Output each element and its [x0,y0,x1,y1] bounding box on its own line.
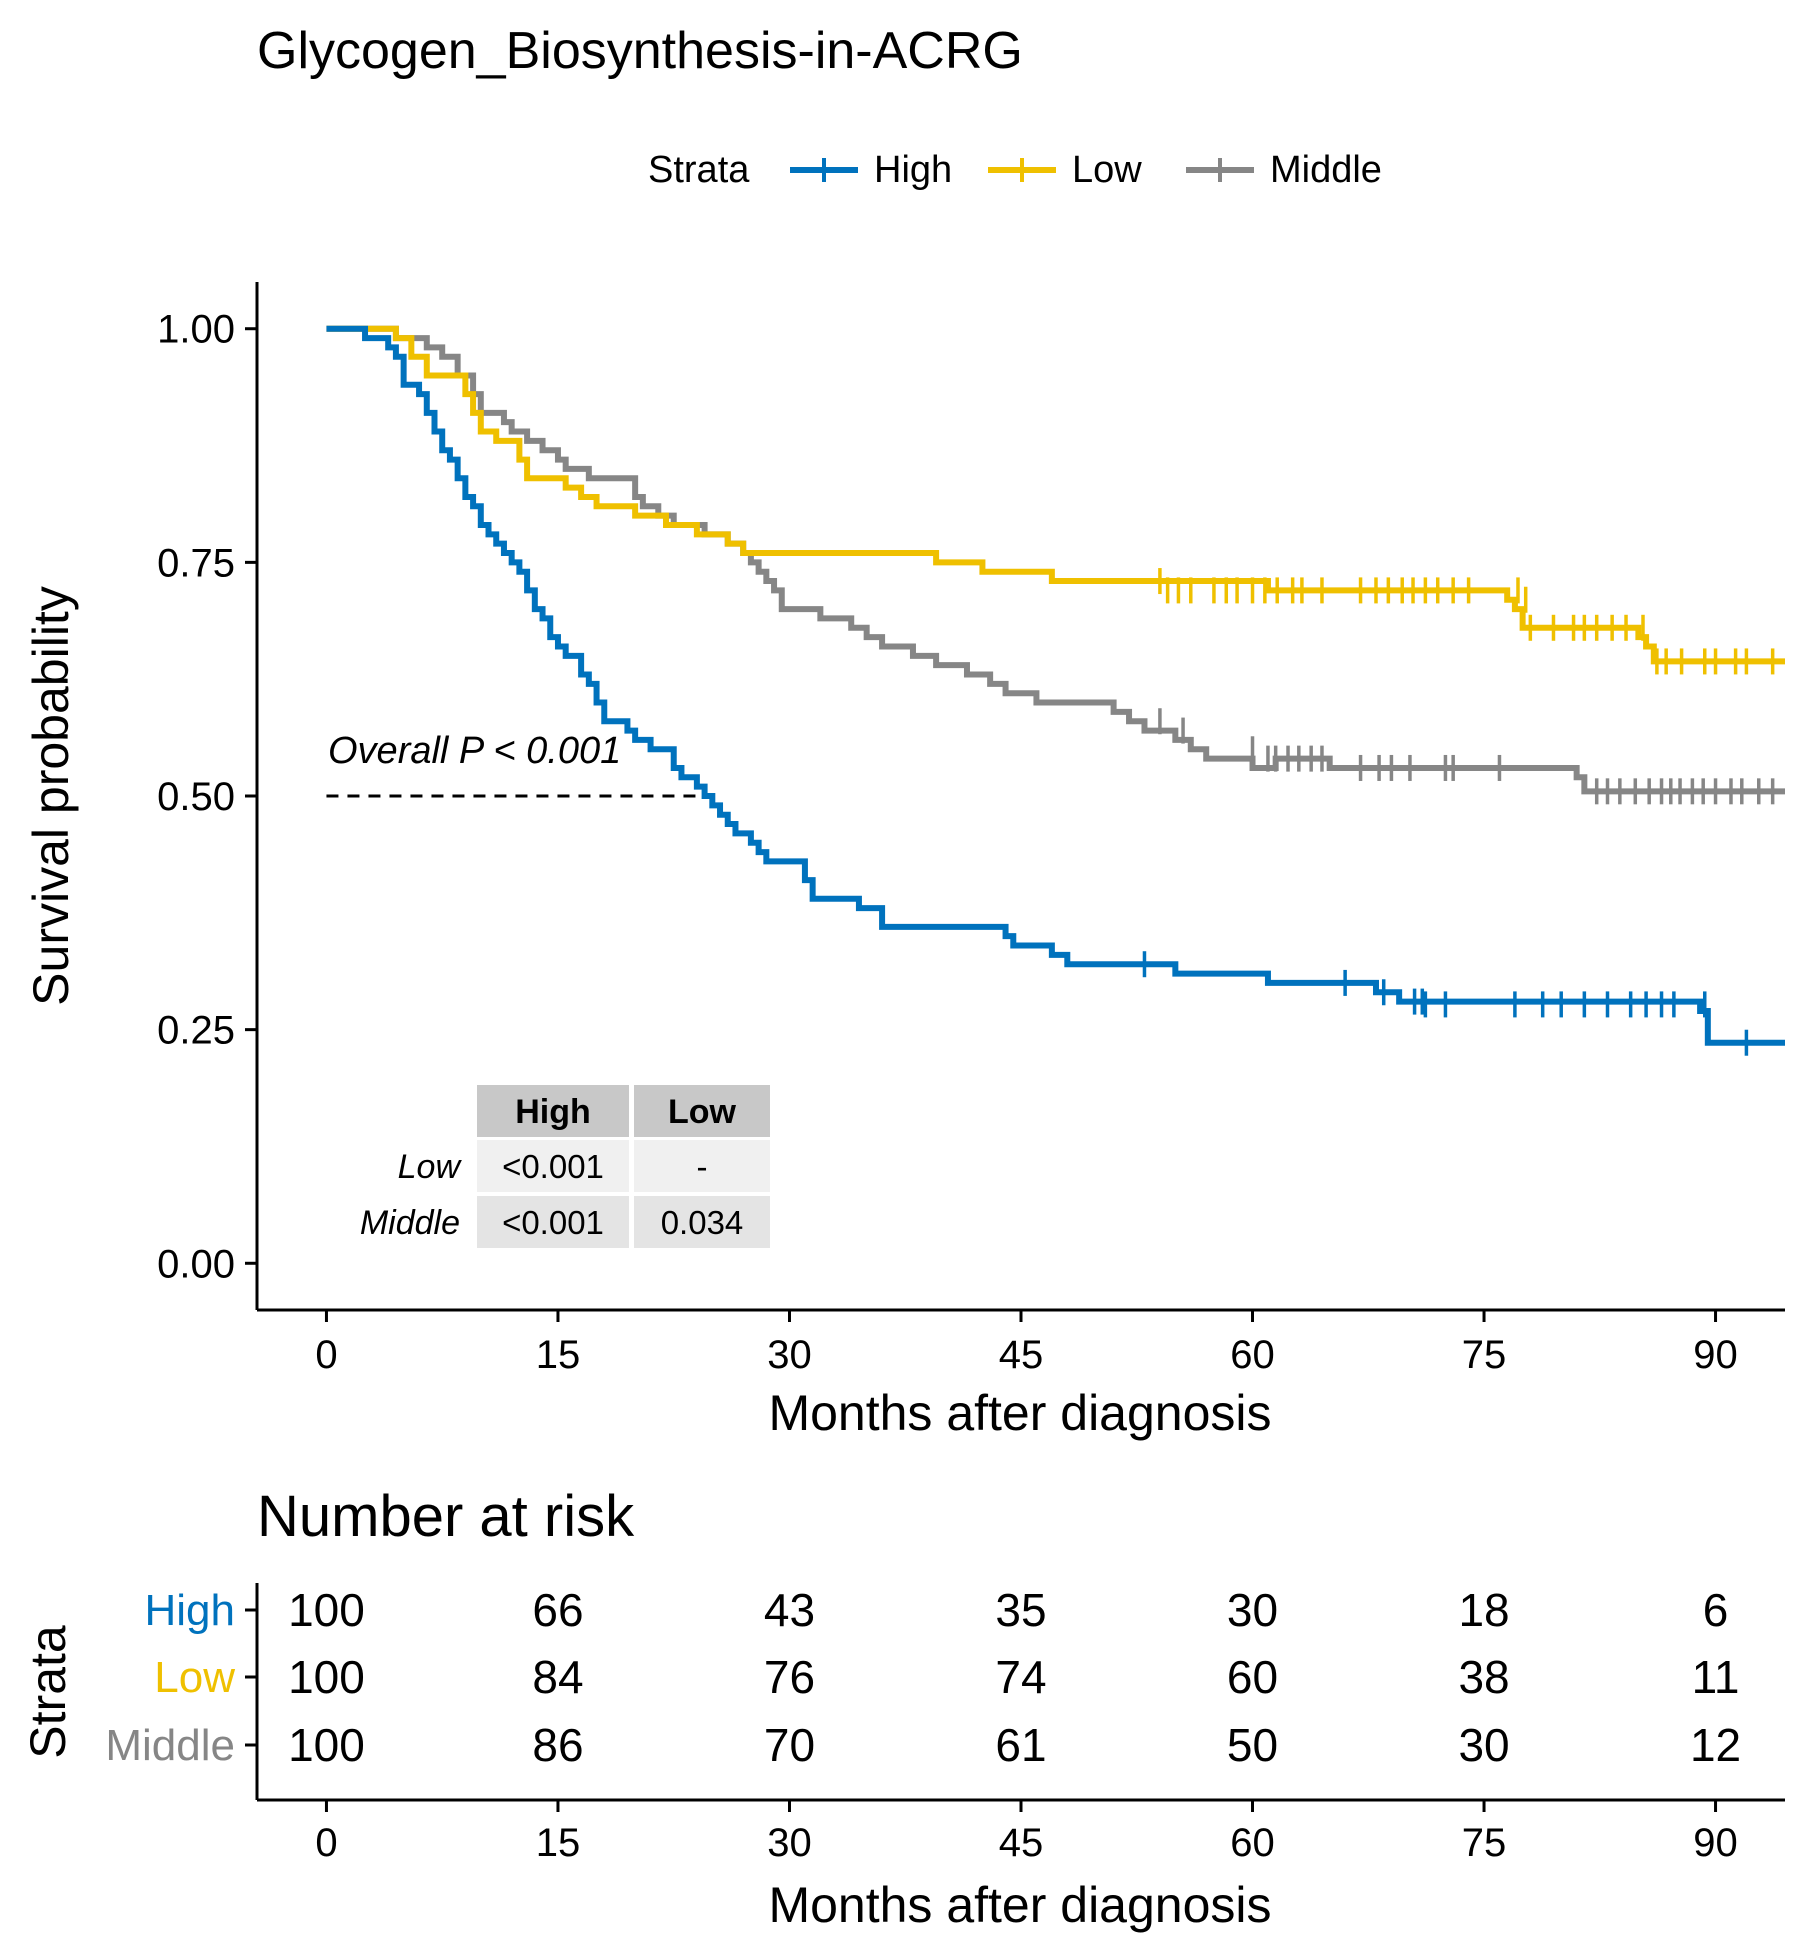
curve-middle [326,325,1785,795]
y-tick-label: 0.50 [157,775,235,819]
risk-table-rows: High 100 66 43 35 30 18 6 Low 100 84 76 74 60 38 11 Midd… [105,1584,1741,1771]
x-tick-label: 0 [315,1333,337,1377]
legend-label-high: High [874,149,952,191]
pairwise-header-cell [634,1085,770,1137]
risk-x-tick-label: 90 [1693,1821,1738,1865]
risk-count: 30 [1227,1584,1278,1636]
risk-count: 74 [995,1651,1046,1703]
y-axis-title: Survival probability [23,586,79,1006]
risk-y-axis-title: Strata [20,1625,76,1759]
x-tick-label: 90 [1693,1333,1738,1377]
risk-count: 30 [1458,1719,1509,1771]
risk-count: 12 [1690,1719,1741,1771]
chart-title: Glycogen_Biosynthesis-in-ACRG [257,22,1023,80]
risk-count: 18 [1458,1584,1509,1636]
risk-count: 100 [288,1651,365,1703]
risk-count: 11 [1692,1651,1740,1703]
risk-x-tick-label: 15 [536,1821,581,1865]
risk-count: 38 [1458,1651,1509,1703]
risk-count: 66 [532,1584,583,1636]
risk-row-label-high: High [145,1586,236,1635]
legend-label-middle: Middle [1270,149,1382,191]
risk-x-tick-label: 30 [767,1821,812,1865]
risk-count: 50 [1227,1719,1278,1771]
overall-pvalue: Overall P < 0.001 [328,730,621,772]
pairwise-cell-bg [634,1140,770,1192]
pairwise-cell-value: <0.001 [502,1148,604,1185]
risk-count: 60 [1227,1651,1278,1703]
legend-title: Strata [648,149,750,191]
legend-label-low: Low [1072,149,1142,191]
pairwise-header-cell [477,1085,629,1137]
pairwise-cell-value: 0.034 [661,1204,744,1241]
risk-count: 76 [764,1651,815,1703]
pairwise-cell-bg [634,1196,770,1248]
x-axis-title: Months after diagnosis [768,1385,1271,1441]
x-tick-label: 15 [536,1333,581,1377]
risk-x-tick-label: 60 [1230,1821,1275,1865]
risk-count: 100 [288,1584,365,1636]
y-tick-label: 0.75 [157,541,235,585]
x-tick-label: 60 [1230,1333,1275,1377]
pairwise-cell-bg [477,1140,629,1192]
x-tick-label: 75 [1462,1333,1507,1377]
risk-table: Number at risk Strata Months after diagn… [20,1484,1785,1933]
curve-low [326,325,1785,665]
risk-count: 84 [532,1651,583,1703]
x-tick-label: 45 [999,1333,1044,1377]
y-tick-label: 0.00 [157,1242,235,1286]
pairwise-header-low: Low [668,1093,737,1131]
risk-x-tick-label: 45 [999,1821,1044,1865]
risk-x-tick-label: 75 [1462,1821,1507,1865]
legend-items: High Low Middle [790,149,1382,191]
legend: Strata High Low Middle [648,149,1382,191]
survival-curves [326,325,1785,1056]
pairwise-cell-value: - [697,1148,708,1185]
curve-high [326,325,1785,1046]
risk-count: 61 [995,1719,1046,1771]
y-tick-label: 1.00 [157,308,235,352]
risk-count: 6 [1703,1584,1729,1636]
y-tick-label: 0.25 [157,1009,235,1053]
risk-count: 35 [995,1584,1046,1636]
risk-count: 100 [288,1719,365,1771]
y-axis-ticks: 0.00 0.25 0.50 0.75 1.00 [157,308,257,1286]
risk-row-label-middle: Middle [105,1721,235,1770]
risk-x-tick-label: 0 [315,1821,337,1865]
pairwise-row-label-middle: Middle [360,1204,460,1242]
main-plot: 0.00 0.25 0.50 0.75 1.00 0 15 30 45 60 75 90 Survi… [23,282,1785,1441]
x-axis-ticks: 0 15 30 45 60 75 90 [315,1310,1738,1377]
risk-count: 70 [764,1719,815,1771]
risk-table-title: Number at risk [257,1484,635,1549]
pairwise-cell-bg [477,1196,629,1248]
risk-count: 86 [532,1719,583,1771]
risk-x-axis-title: Months after diagnosis [768,1877,1271,1933]
risk-count: 43 [764,1584,815,1636]
pairwise-header-high: High [515,1093,591,1131]
risk-x-axis-ticks: 0 15 30 45 60 75 90 [315,1800,1738,1865]
pairwise-cell-value: <0.001 [502,1204,604,1241]
x-tick-label: 30 [767,1333,812,1377]
pairwise-row-label-low: Low [398,1148,463,1186]
risk-row-label-low: Low [154,1653,235,1702]
pairwise-pvalue-table: High Low Low <0.001 - Middle <0.001 0.034 [360,1085,770,1248]
